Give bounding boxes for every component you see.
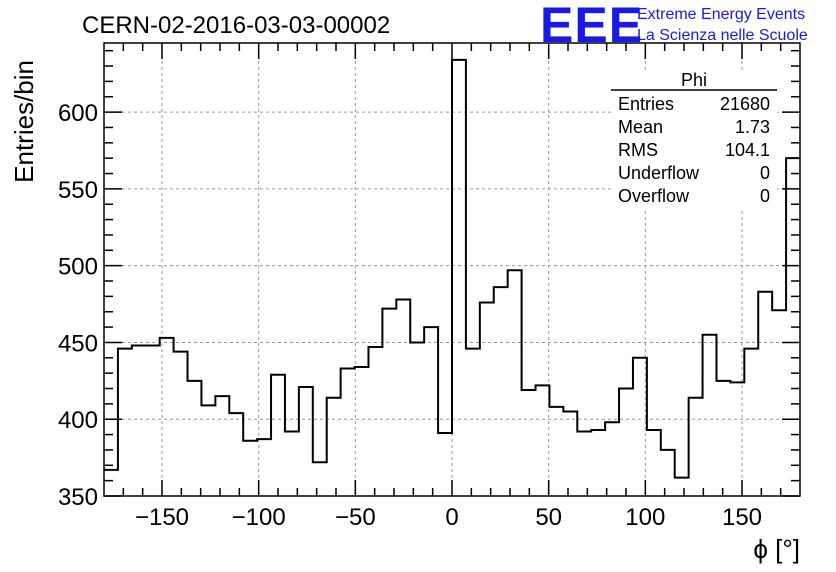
y-tick-label: 500: [58, 254, 98, 281]
x-tick-label: 0: [445, 504, 458, 531]
x-tick-label: 100: [625, 504, 665, 531]
stats-row-value: 21680: [720, 94, 770, 114]
stats-row-label: RMS: [618, 140, 658, 160]
y-tick-label: 550: [58, 177, 98, 204]
stats-row-value: 0: [760, 186, 770, 206]
stats-box: Phi Entries 21680 Mean 1.73 RMS 104.1 Underflo…: [611, 70, 777, 210]
stats-box-name: Phi: [681, 70, 707, 90]
y-tick-label: 450: [58, 330, 98, 357]
x-axis-title: ϕ [°]: [753, 534, 800, 564]
y-tick-labels: 350 400 450 500 550 600: [58, 100, 98, 511]
stats-row-label: Mean: [618, 117, 663, 137]
y-axis-title: Entries/bin: [9, 60, 39, 183]
x-tick-label: −150: [135, 504, 189, 531]
stats-row-label: Overflow: [618, 186, 690, 206]
logo: EEE Extreme Energy Events La Scienza nel…: [540, 0, 808, 53]
logo-eee-text: EEE: [540, 0, 643, 53]
x-tick-label: −100: [232, 504, 286, 531]
x-tick-labels: −150 −100 −50 0 50 100 150: [135, 504, 762, 531]
x-tick-label: 50: [535, 504, 562, 531]
chart-title: CERN-02-2016-03-03-00002: [82, 12, 390, 39]
x-tick-label: −50: [335, 504, 376, 531]
stats-row-value: 1.73: [735, 117, 770, 137]
y-tick-label: 350: [58, 484, 98, 511]
logo-line-1: Extreme Energy Events: [637, 6, 805, 23]
y-tick-label: 600: [58, 100, 98, 127]
x-tick-label: 150: [722, 504, 762, 531]
y-tick-label: 400: [58, 407, 98, 434]
stats-row-label: Entries: [618, 94, 674, 114]
stats-row-value: 0: [760, 163, 770, 183]
stats-row-value: 104.1: [725, 140, 770, 160]
logo-line-2: La Scienza nelle Scuole: [637, 27, 808, 44]
stats-row-label: Underflow: [618, 163, 700, 183]
